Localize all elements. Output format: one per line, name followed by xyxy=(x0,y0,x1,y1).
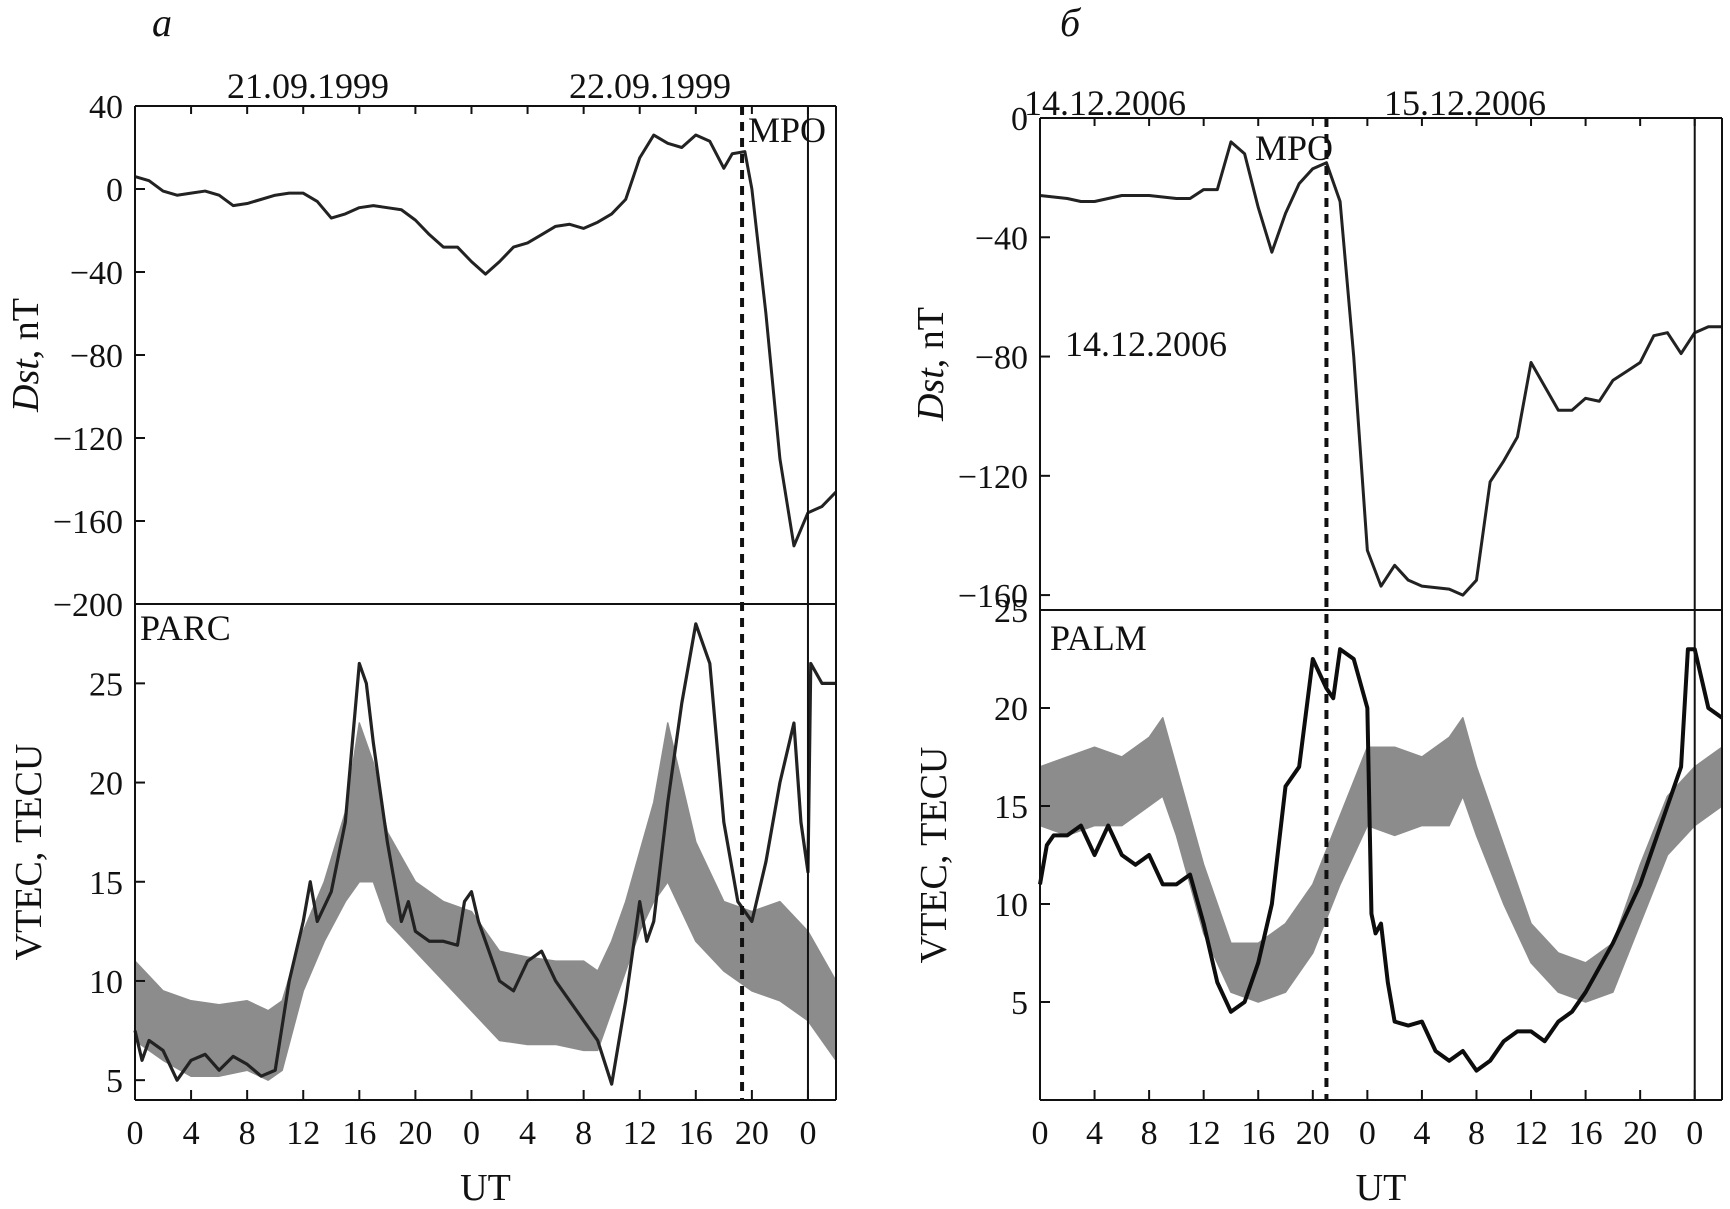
x-tick-label: 0 xyxy=(1359,1115,1376,1152)
vtec-y-tick-label: 25 xyxy=(994,593,1028,630)
x-tick-label: 20 xyxy=(1623,1115,1657,1152)
x-tick-label: 0 xyxy=(1032,1115,1049,1152)
x-tick-label: 8 xyxy=(1141,1115,1158,1152)
x-tick-label: 4 xyxy=(183,1115,200,1152)
vtec-y-tick-label: 5 xyxy=(106,1063,123,1100)
vtec-y-axis-label: VTEC, TECU xyxy=(913,747,955,964)
vtec-curve xyxy=(1038,647,1724,1073)
vtec-y-axis-label: VTEC, TECU xyxy=(8,744,50,961)
x-axis-label: UT xyxy=(460,1167,511,1209)
mpo-label: MPO xyxy=(1255,128,1333,168)
dst-y-axis-label: Dst, nT xyxy=(910,307,952,422)
date-label: 21.09.1999 xyxy=(227,66,389,106)
vtec-y-tick-label: 25 xyxy=(89,666,123,703)
dst-y-axis-label-unit: , nT xyxy=(5,298,47,359)
mpo-label: MPO xyxy=(748,110,826,150)
station-label: PALM xyxy=(1050,618,1147,658)
x-tick-label: 4 xyxy=(1413,1115,1430,1152)
x-tick-label: 16 xyxy=(679,1115,713,1152)
x-tick-label: 16 xyxy=(342,1115,376,1152)
dst-y-tick-label: 0 xyxy=(1011,101,1028,138)
dst-y-tick-label: 0 xyxy=(106,172,123,209)
dst-y-tick-label: −40 xyxy=(70,255,123,292)
vtec-y-tick-label: 20 xyxy=(994,691,1028,728)
panel-b: б 14.12.2006 15.12.2006 MPO 0 −40 −80 −120 −160 5… xyxy=(910,0,1724,1209)
x-tick-label: 20 xyxy=(398,1115,432,1152)
x-tick-label: 12 xyxy=(1187,1115,1221,1152)
dst-y-tick-label: −80 xyxy=(975,340,1028,377)
x-tick-label: 8 xyxy=(239,1115,256,1152)
x-tick-label: 12 xyxy=(623,1115,657,1152)
dst-y-tick-label: −40 xyxy=(975,220,1028,257)
vtec-y-tick-label: 5 xyxy=(1011,985,1028,1022)
x-tick-label: 16 xyxy=(1241,1115,1275,1152)
x-tick-label: 8 xyxy=(575,1115,592,1152)
x-tick-label: 0 xyxy=(463,1115,480,1152)
x-axis-label: UT xyxy=(1356,1167,1407,1209)
vtec-y-tick-label: 10 xyxy=(994,887,1028,924)
vtec-median-band xyxy=(134,722,837,1081)
date-label: 14.12.2006 xyxy=(1024,83,1186,123)
panel-letter: б xyxy=(1060,0,1082,45)
x-tick-label: 0 xyxy=(1686,1115,1703,1152)
dst-y-axis-label-italic: Dst xyxy=(910,367,952,422)
dst-y-axis-label-italic: Dst xyxy=(5,358,47,413)
x-tick-label: 12 xyxy=(286,1115,320,1152)
dst-y-tick-label: 40 xyxy=(89,89,123,126)
x-tick-label: 12 xyxy=(1514,1115,1548,1152)
x-tick-label: 8 xyxy=(1468,1115,1485,1152)
x-tick-label: 0 xyxy=(799,1115,816,1152)
vtec-y-tick-label: 15 xyxy=(89,865,123,902)
x-tick-label: 20 xyxy=(1296,1115,1330,1152)
dst-curve xyxy=(1039,140,1722,597)
dst-y-tick-label: −120 xyxy=(958,459,1028,496)
dst-y-axis-label-unit: , nT xyxy=(910,307,952,368)
x-tick-label: 4 xyxy=(1086,1115,1103,1152)
vtec-y-tick-label: 15 xyxy=(994,789,1028,826)
vtec-y-tick-label: 20 xyxy=(89,766,123,803)
x-tick-label: 20 xyxy=(735,1115,769,1152)
dst-y-tick-label: −160 xyxy=(958,578,1028,615)
date-label: 22.09.1999 xyxy=(569,66,731,106)
x-tick-label: 4 xyxy=(519,1115,536,1152)
vtec-curve xyxy=(133,622,836,1086)
dst-y-tick-label: −80 xyxy=(70,338,123,375)
dst-y-tick-label: −120 xyxy=(53,421,123,458)
panel-a: а21.09.1999 22.09.1999MPO400−40−80−120−16… xyxy=(5,0,838,1209)
dst-y-tick-label: −200 xyxy=(53,587,123,624)
dst-y-axis-label: Dst, nT xyxy=(5,298,47,413)
x-tick-label: 16 xyxy=(1569,1115,1603,1152)
panel-letter: а xyxy=(152,0,172,45)
dst-y-tick-label: −160 xyxy=(53,504,123,541)
vtec-y-tick-label: 10 xyxy=(89,964,123,1001)
dst-curve xyxy=(134,133,838,548)
inner-date-label: 14.12.2006 xyxy=(1065,324,1227,364)
station-label: PARC xyxy=(140,608,231,648)
x-tick-label: 0 xyxy=(127,1115,144,1152)
date-label: 15.12.2006 xyxy=(1384,83,1546,123)
